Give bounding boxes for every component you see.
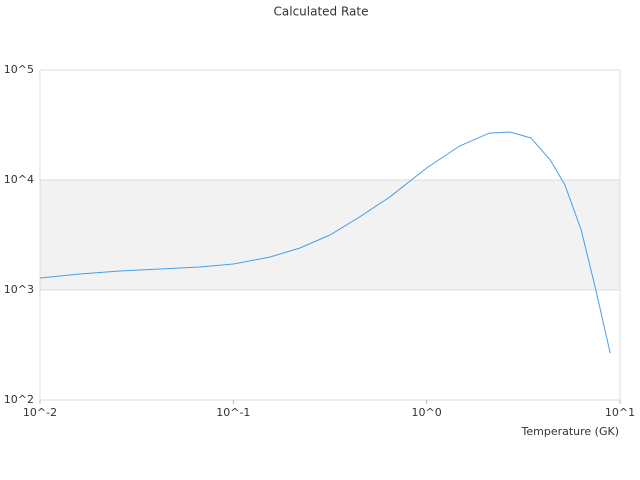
y-tick-label: 10^5 (4, 63, 34, 76)
x-tick-label: 10^-1 (216, 406, 250, 419)
x-tick-label: 10^1 (605, 406, 635, 419)
data-line (39, 131, 611, 354)
y-tick-label: 10^2 (4, 393, 34, 406)
chart-title: Calculated Rate (274, 5, 369, 19)
y-tick-label: 10^4 (4, 173, 34, 186)
x-axis-label: Temperature (GK) (521, 425, 620, 438)
y-tick-label: 10^3 (4, 283, 34, 296)
x-tick-label: 10^0 (412, 406, 442, 419)
x-tick-label: 10^-2 (23, 406, 57, 419)
